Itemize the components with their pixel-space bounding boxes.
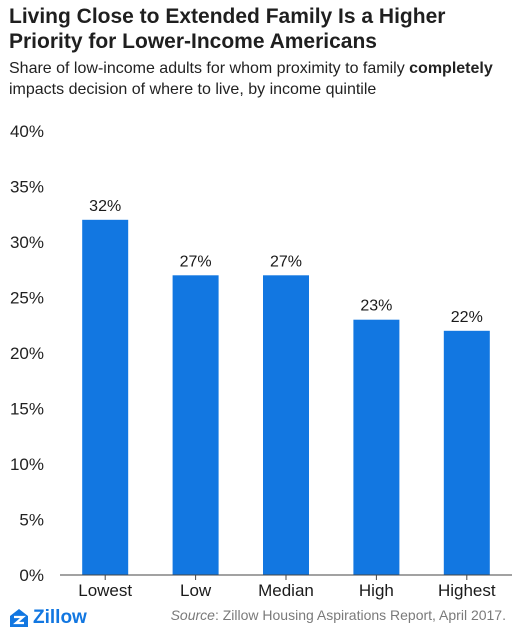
y-tick-label: 0% <box>19 566 44 585</box>
logo-text: Zillow <box>33 607 87 628</box>
data-label: 23% <box>360 298 392 315</box>
x-tick-label: Lowest <box>78 581 132 600</box>
bars <box>82 219 490 576</box>
data-labels: 32% 27% 27% 23% 22% <box>89 198 483 326</box>
subtitle-emphasis: completely <box>409 60 493 77</box>
chart-subtitle: Share of low-income adults for whom prox… <box>9 58 514 100</box>
data-label: 32% <box>89 198 121 215</box>
bar-highest <box>443 330 490 575</box>
zillow-logo: Zillow <box>9 606 87 630</box>
bar-lowest <box>82 219 129 576</box>
y-tick-label: 10% <box>10 455 44 474</box>
chart-title: Living Close to Extended Family Is a Hig… <box>9 5 446 53</box>
x-tick-label: Median <box>258 581 314 600</box>
y-axis: 0% 5% 10% 15% 20% 25% 30% 35% 40% <box>10 122 44 585</box>
data-label: 27% <box>270 253 302 270</box>
y-tick-label: 15% <box>10 400 44 419</box>
subtitle-part-1: Share of low-income adults for whom prox… <box>9 60 410 77</box>
data-label: 27% <box>180 253 212 270</box>
bar-high <box>353 319 400 575</box>
y-tick-label: 20% <box>10 344 44 363</box>
y-tick-label: 25% <box>10 289 44 308</box>
y-tick-label: 40% <box>10 122 44 141</box>
subtitle-part-2: impacts decision of where to live, by in… <box>9 81 377 98</box>
bar-low <box>172 275 219 575</box>
source-note: Source: Zillow Housing Aspirations Repor… <box>171 607 506 623</box>
x-tick-label: Low <box>180 581 212 600</box>
bar-median <box>263 275 309 575</box>
x-tick-label: Highest <box>438 581 496 600</box>
source-text: : Zillow Housing Aspirations Report, Apr… <box>214 607 506 623</box>
data-label: 22% <box>451 309 483 326</box>
y-tick-label: 35% <box>10 178 44 197</box>
zillow-logo-icon <box>10 609 28 627</box>
x-tick-label: High <box>359 581 394 600</box>
y-tick-label: 5% <box>19 511 44 530</box>
x-axis: Lowest Low Median High Highest <box>60 574 512 600</box>
source-label: Source <box>170 607 215 623</box>
y-tick-label: 30% <box>10 233 44 252</box>
